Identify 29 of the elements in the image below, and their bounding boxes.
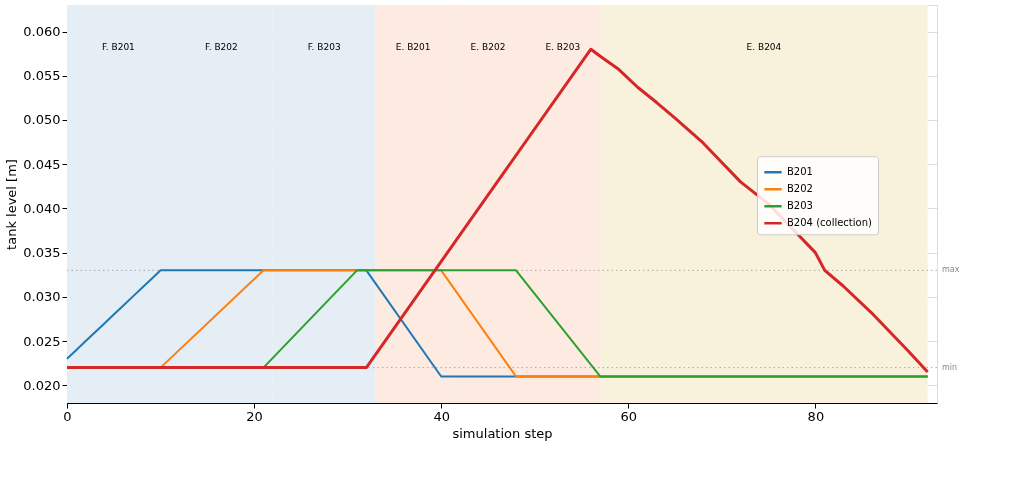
y-tick-label: 0.045	[23, 156, 61, 172]
band-label: F. B203	[307, 42, 341, 52]
y-tick-label: 0.020	[23, 377, 61, 393]
band-label: F. B202	[204, 42, 238, 52]
y-tick-label: 0.040	[23, 200, 61, 216]
x-tick-label: 40	[433, 408, 450, 424]
band-label: F. B201	[102, 42, 135, 52]
ref-line-label: min	[942, 362, 958, 372]
y-tick-label: 0.060	[23, 24, 61, 40]
ref-line-label: max	[942, 265, 960, 275]
x-tick-label: 20	[246, 408, 263, 424]
band-label: E. B203	[545, 42, 581, 52]
x-tick-label: 60	[620, 408, 638, 424]
band-label: E. B204	[746, 42, 782, 52]
x-tick-label: 0	[63, 408, 72, 424]
x-tick-label: 80	[807, 408, 825, 424]
y-tick-label: 0.035	[23, 245, 61, 261]
legend-label: B202	[787, 183, 813, 195]
band-label: E. B202	[470, 42, 506, 52]
legend-label: B203	[787, 200, 813, 212]
y-axis-title: tank level [m]	[4, 159, 20, 250]
y-tick-label: 0.030	[23, 289, 61, 305]
y-tick-label: 0.055	[23, 68, 61, 84]
y-tick-label: 0.050	[23, 112, 61, 128]
y-tick-label: 0.025	[23, 333, 61, 349]
x-axis-title: simulation step	[452, 425, 553, 441]
legend-label: B201	[787, 166, 813, 178]
band-label: E. B201	[395, 42, 431, 52]
legend-label: B204 (collection)	[787, 217, 873, 229]
